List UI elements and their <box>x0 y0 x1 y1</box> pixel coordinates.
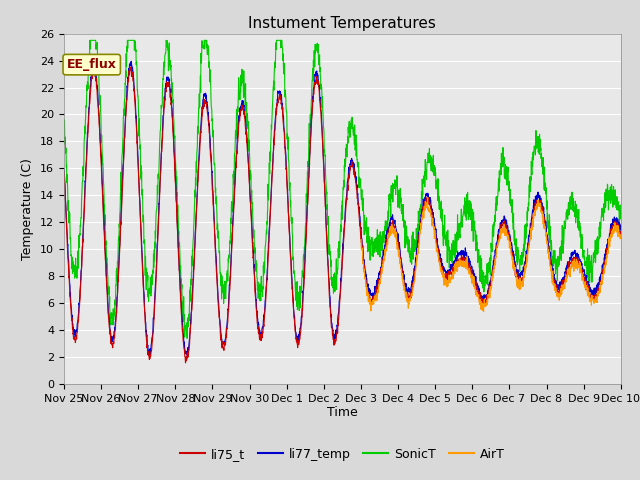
Legend: li75_t, li77_temp, SonicT, AirT: li75_t, li77_temp, SonicT, AirT <box>175 443 510 466</box>
AirT <box>617 235 625 241</box>
li75_t <box>505 235 513 240</box>
Line: SonicT: SonicT <box>64 40 621 338</box>
SonicT <box>60 117 68 122</box>
SonicT <box>568 201 576 206</box>
li75_t <box>359 254 367 260</box>
Line: li75_t: li75_t <box>64 67 621 363</box>
li75_t <box>568 257 576 263</box>
li77_temp <box>371 288 379 293</box>
li77_temp <box>584 279 591 285</box>
SonicT <box>371 236 379 242</box>
AirT <box>568 265 575 271</box>
li75_t <box>617 231 625 237</box>
AirT <box>358 245 366 251</box>
SonicT <box>617 210 625 216</box>
li77_temp <box>216 317 223 323</box>
li77_temp <box>184 353 191 359</box>
SonicT <box>505 182 513 188</box>
Line: AirT: AirT <box>361 197 621 312</box>
li75_t <box>371 293 379 299</box>
Y-axis label: Temperature (C): Temperature (C) <box>22 158 35 260</box>
AirT <box>583 287 591 293</box>
AirT <box>504 232 512 238</box>
SonicT <box>183 336 191 341</box>
Text: EE_flux: EE_flux <box>67 58 116 71</box>
li77_temp <box>617 228 625 233</box>
li77_temp <box>127 59 135 64</box>
li77_temp <box>505 228 513 233</box>
AirT <box>371 293 378 299</box>
SonicT <box>86 37 93 43</box>
SonicT <box>584 246 591 252</box>
li75_t <box>584 284 591 289</box>
SonicT <box>359 199 367 204</box>
li77_temp <box>60 167 68 172</box>
Line: li77_temp: li77_temp <box>64 61 621 356</box>
li75_t <box>90 64 97 70</box>
li77_temp <box>568 253 576 259</box>
li75_t <box>60 168 68 174</box>
li75_t <box>182 360 189 366</box>
X-axis label: Time: Time <box>327 407 358 420</box>
SonicT <box>216 258 223 264</box>
li75_t <box>216 322 223 327</box>
li77_temp <box>359 243 367 249</box>
Title: Instument Temperatures: Instument Temperatures <box>248 16 436 31</box>
